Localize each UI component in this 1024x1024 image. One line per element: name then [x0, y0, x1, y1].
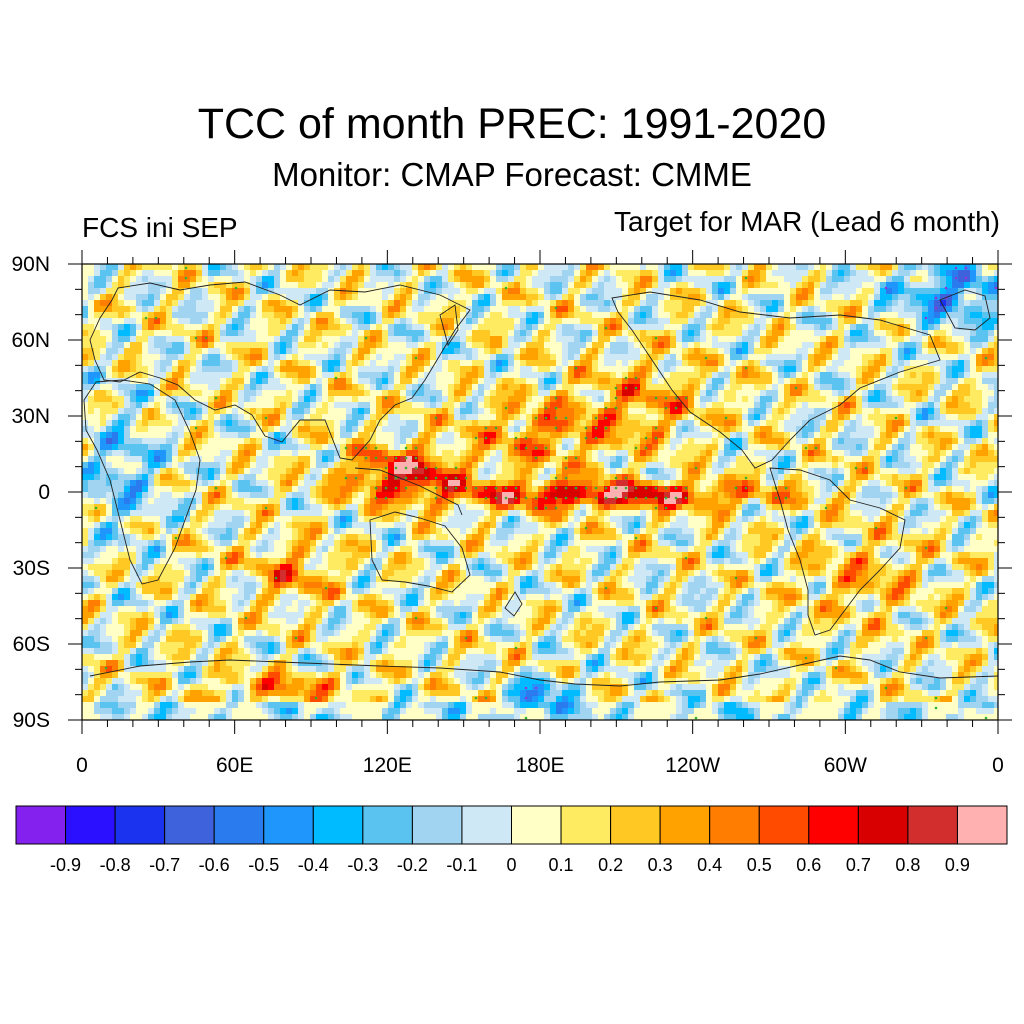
colorbar-swatch	[213, 805, 265, 845]
map-axes: 90N 60N 30N 0 30S 60S 90S 0 60E 120E 180E 120W 60W 0	[11, 250, 1012, 777]
colorbar-label: 0.8	[895, 855, 920, 875]
lon-label: 60W	[824, 754, 867, 777]
colorbar-label: -0.9	[50, 855, 81, 875]
colorbar-swatch	[659, 805, 711, 845]
colorbar-swatch	[560, 805, 612, 845]
lat-label: 30N	[11, 405, 50, 428]
target-label: Target for MAR (Lead 6 month)	[614, 206, 1000, 237]
colorbar-label: 0	[506, 855, 516, 875]
colorbar-label: -0.1	[446, 855, 477, 875]
lat-label: 90S	[13, 709, 50, 732]
lat-label: 60N	[11, 329, 50, 352]
colorbar-label: -0.8	[100, 855, 131, 875]
colorbar-label: 0.5	[747, 855, 772, 875]
colorbar-swatch	[263, 805, 314, 845]
colorbar-swatch	[758, 805, 810, 845]
lat-label: 60S	[13, 633, 50, 656]
chart-subtitle: Monitor: CMAP Forecast: CMME	[272, 156, 752, 193]
colorbar-label: -0.7	[149, 855, 180, 875]
correlation-field	[82, 264, 998, 720]
lon-label: 0	[992, 754, 1004, 777]
lon-label: 120E	[363, 754, 412, 777]
colorbar-swatch	[114, 805, 166, 845]
lon-label: 180E	[515, 754, 564, 777]
initialization-label: FCS ini SEP	[82, 212, 238, 243]
lat-label: 30S	[13, 557, 50, 580]
colorbar-label: -0.3	[347, 855, 378, 875]
colorbar-swatch	[709, 805, 760, 845]
lon-label: 120W	[665, 754, 720, 777]
lat-label: 90N	[11, 253, 50, 276]
colorbar-swatch	[857, 805, 909, 845]
colorbar-swatch	[461, 805, 513, 845]
colorbar-label: -0.5	[248, 855, 279, 875]
lon-label: 0	[76, 754, 88, 777]
colorbar-swatch	[65, 805, 116, 845]
colorbar-swatch	[15, 805, 67, 845]
colorbar-label: 0.9	[945, 855, 970, 875]
colorbar-label: 0.1	[549, 855, 574, 875]
colorbar-label: 0.3	[648, 855, 673, 875]
lon-label: 60E	[216, 754, 253, 777]
colorbar-label: -0.6	[199, 855, 230, 875]
colorbar-swatch	[808, 805, 859, 845]
coastlines	[83, 281, 998, 687]
colorbar-swatch	[362, 805, 413, 845]
colorbar-swatch	[610, 805, 661, 845]
colorbar-swatch	[511, 805, 562, 845]
colorbar-swatch	[411, 805, 463, 845]
chart-title: TCC of month PREC: 1991-2020	[197, 100, 827, 148]
colorbar-swatch	[164, 805, 215, 845]
lat-label: 0	[38, 481, 50, 504]
colorbar-label: 0.4	[697, 855, 722, 875]
colorbar-label: 0.2	[598, 855, 623, 875]
colorbar-swatch	[907, 805, 958, 845]
colorbar-label: 0.6	[796, 855, 821, 875]
colorbar-label: 0.7	[846, 855, 871, 875]
colorbar-label: -0.2	[397, 855, 428, 875]
colorbar-label: -0.4	[298, 855, 329, 875]
colorbar: -0.9 -0.8 -0.7 -0.6 -0.5 -0.4 -0.3 -0.2 -0.1 0 0.1…	[15, 805, 1008, 875]
colorbar-swatch	[956, 805, 1008, 845]
colorbar-swatch	[312, 805, 364, 845]
